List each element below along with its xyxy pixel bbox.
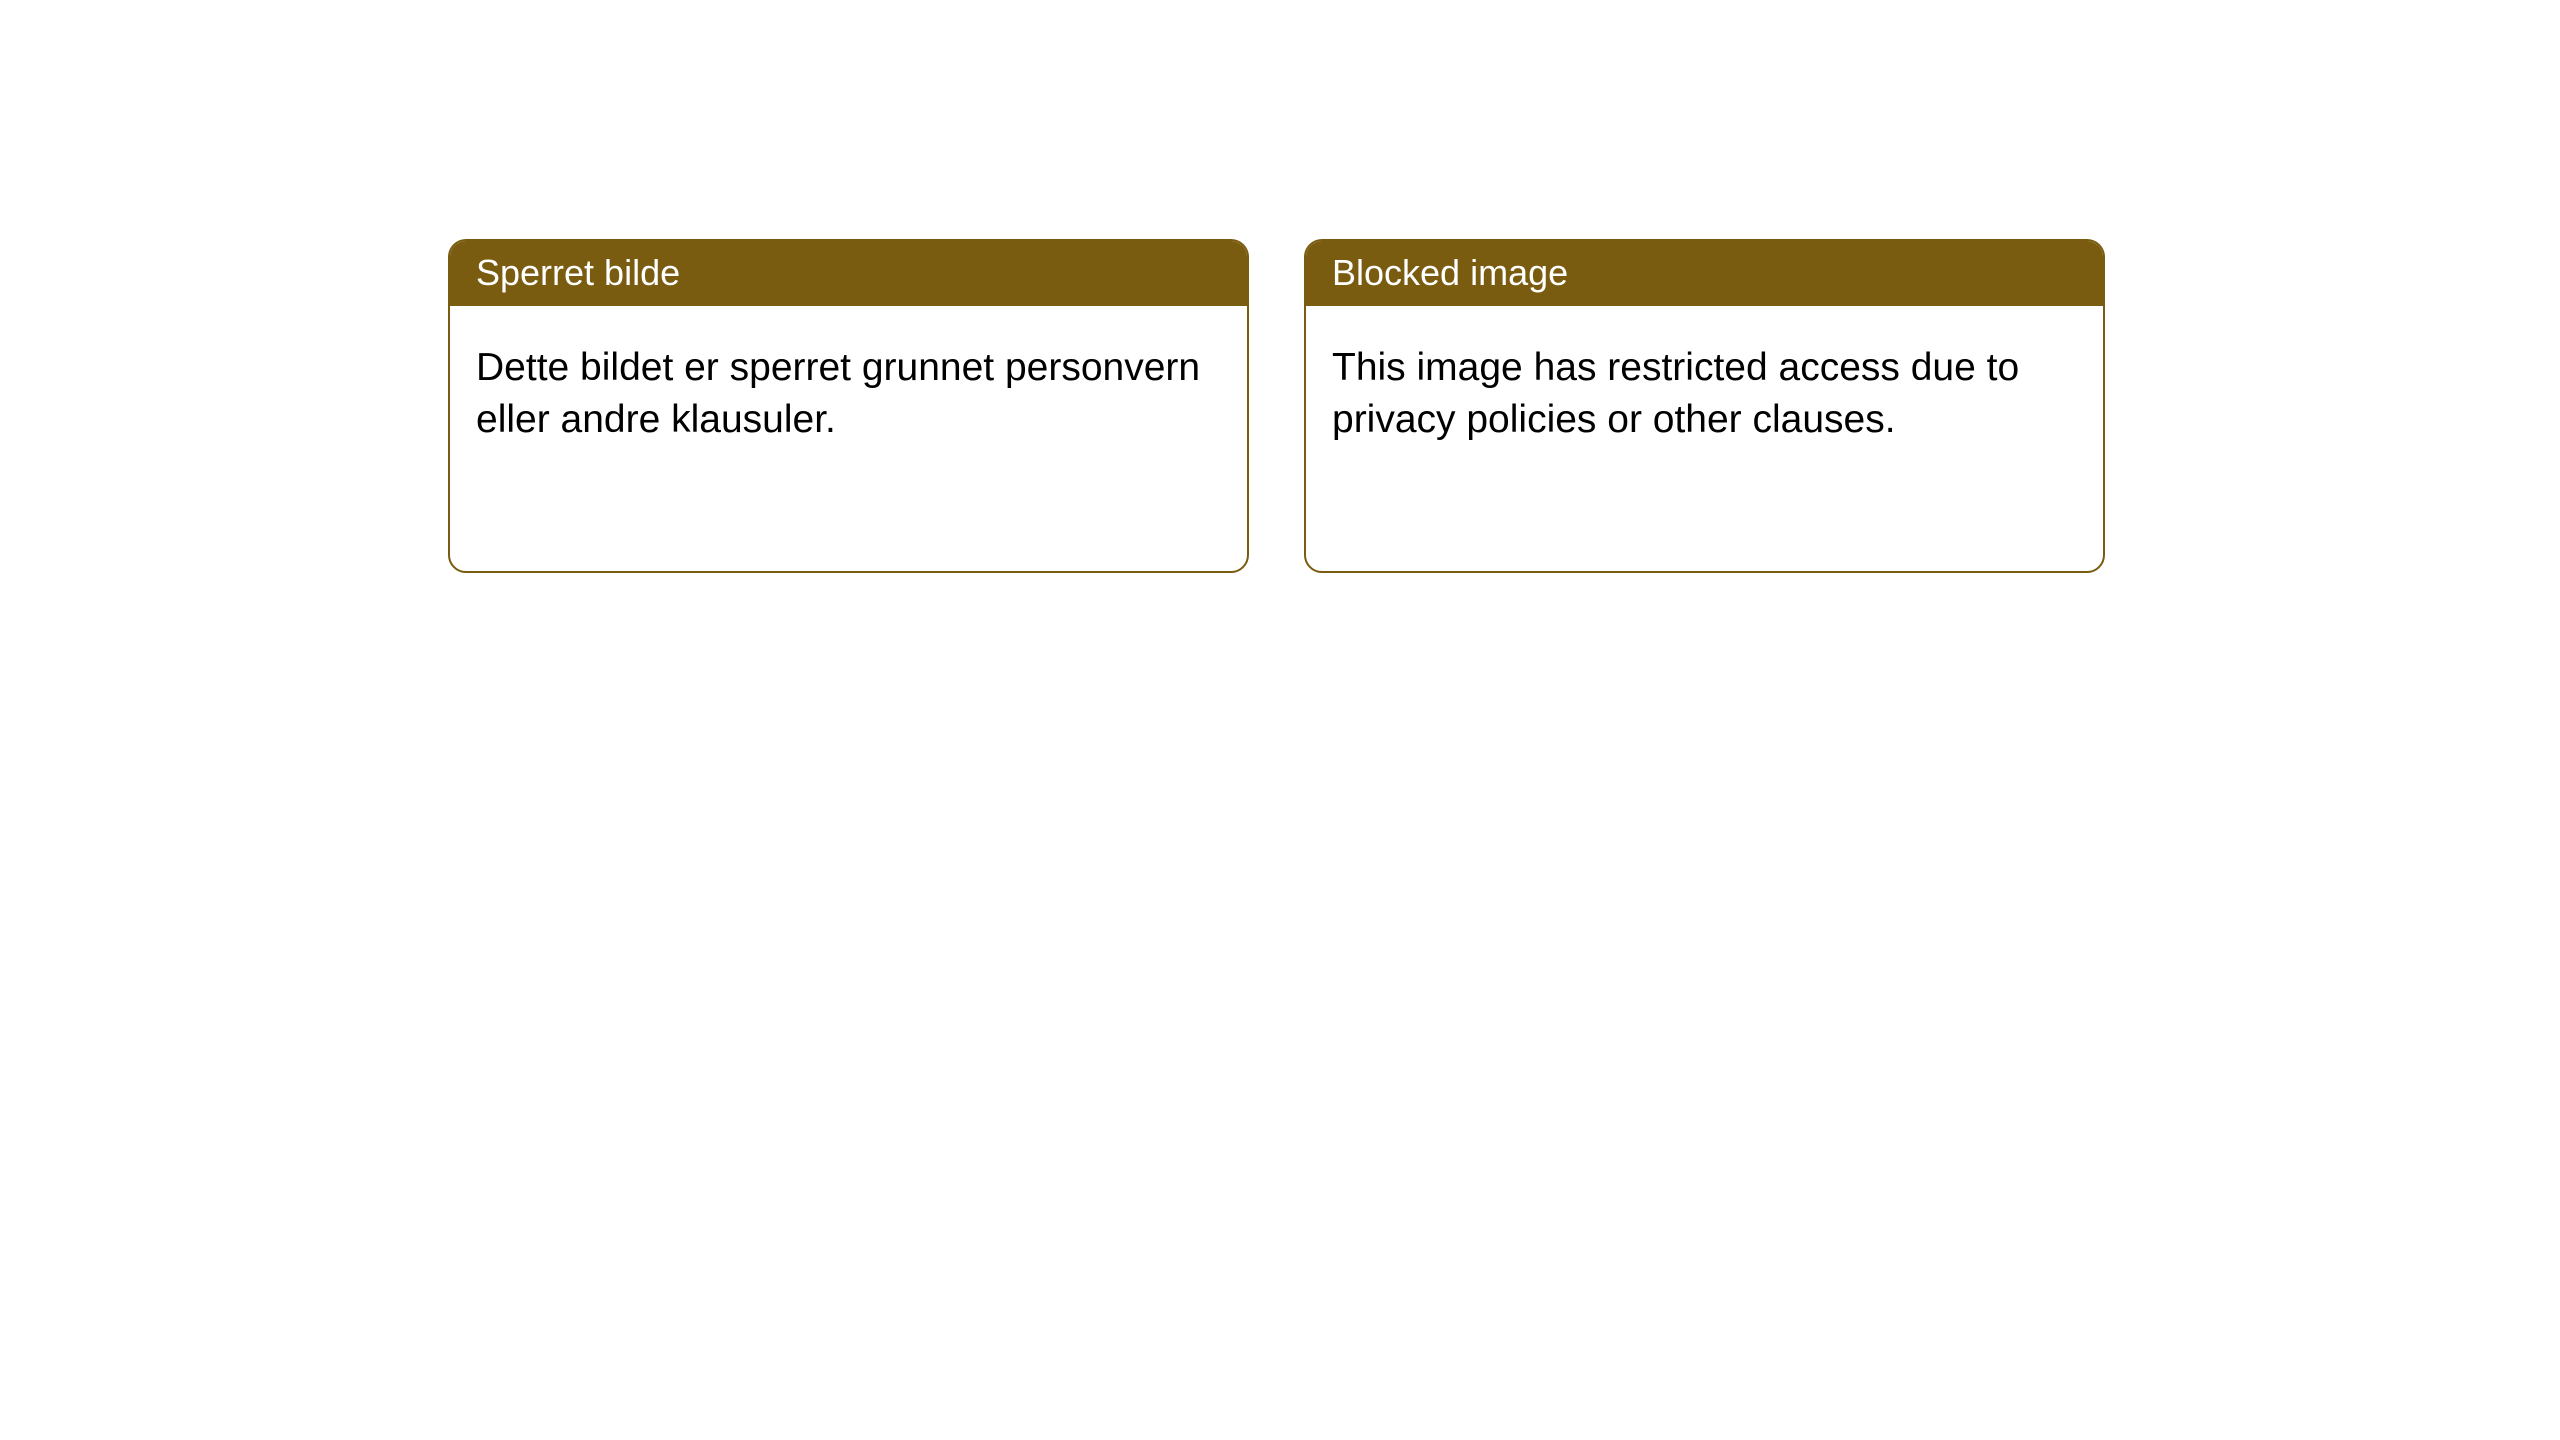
notice-title-english: Blocked image [1306,241,2103,306]
notice-message-english: This image has restricted access due to … [1306,306,2103,471]
notice-card-english: Blocked image This image has restricted … [1304,239,2105,573]
notice-container: Sperret bilde Dette bildet er sperret gr… [0,0,2560,573]
notice-card-norwegian: Sperret bilde Dette bildet er sperret gr… [448,239,1249,573]
notice-title-norwegian: Sperret bilde [450,241,1247,306]
notice-message-norwegian: Dette bildet er sperret grunnet personve… [450,306,1247,471]
